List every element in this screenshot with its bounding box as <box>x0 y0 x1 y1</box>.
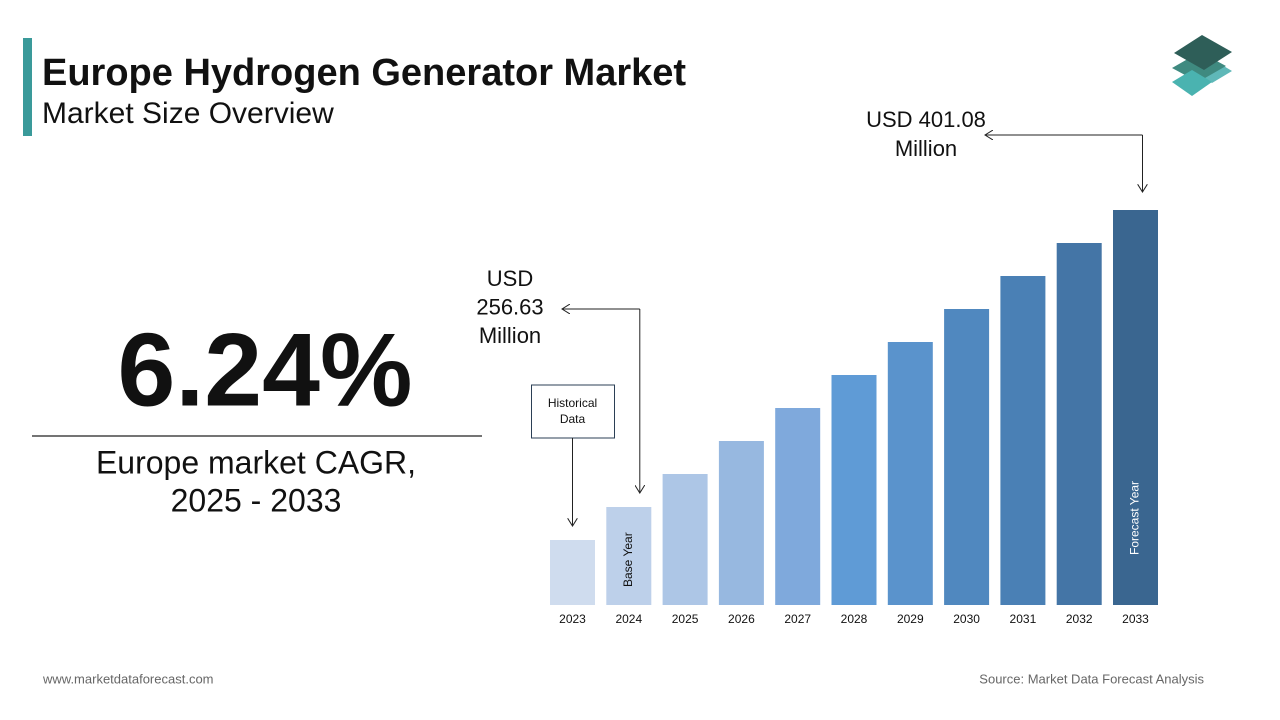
x-tick-label: 2030 <box>953 612 980 626</box>
subtitle: Market Size Overview <box>42 97 334 130</box>
website: www.marketdataforecast.com <box>42 671 214 686</box>
bar <box>831 375 877 605</box>
value-label: 256.63 <box>476 294 543 319</box>
bar <box>1113 210 1158 605</box>
cagr-label: Europe market CAGR, <box>96 444 416 480</box>
x-tick-label: 2033 <box>1122 612 1149 626</box>
source: Source: Market Data Forecast Analysis <box>979 671 1204 686</box>
x-tick-label: 2032 <box>1066 612 1093 626</box>
bar <box>606 507 652 605</box>
x-tick-label: 2029 <box>897 612 924 626</box>
bar <box>718 441 764 605</box>
cagr-label: 2025 - 2033 <box>171 482 342 518</box>
bar <box>662 474 708 605</box>
value-label: Million <box>895 136 957 161</box>
value-label: USD <box>487 266 533 291</box>
x-tick-label: 2028 <box>841 612 868 626</box>
bar <box>944 309 990 605</box>
title: Europe Hydrogen Generator Market <box>42 52 686 94</box>
value-label: Million <box>479 323 541 348</box>
x-tick-label: 2031 <box>1010 612 1037 626</box>
x-tick-label: 2027 <box>784 612 811 626</box>
x-tick-label: 2023 <box>559 612 586 626</box>
x-tick-label: 2026 <box>728 612 755 626</box>
bar-note: Base Year <box>621 532 635 587</box>
title-accent <box>23 38 32 136</box>
historical-label: Historical <box>548 396 597 410</box>
x-tick-label: 2025 <box>672 612 699 626</box>
x-tick-label: 2024 <box>615 612 642 626</box>
bar <box>887 342 933 605</box>
logo <box>1172 35 1232 96</box>
bar-note: Forecast Year <box>1128 481 1142 555</box>
historical-box <box>531 384 615 439</box>
bar <box>550 540 595 605</box>
cagr-value: 6.24% <box>118 312 413 428</box>
historical-label: Data <box>560 412 586 426</box>
value-label: USD 401.08 <box>866 107 986 132</box>
chart: 2023 2024 Base Year USD 256.63 Million 2025 202… <box>476 107 1158 626</box>
bar <box>1056 243 1102 605</box>
bar <box>1000 276 1046 605</box>
bar <box>775 408 821 605</box>
